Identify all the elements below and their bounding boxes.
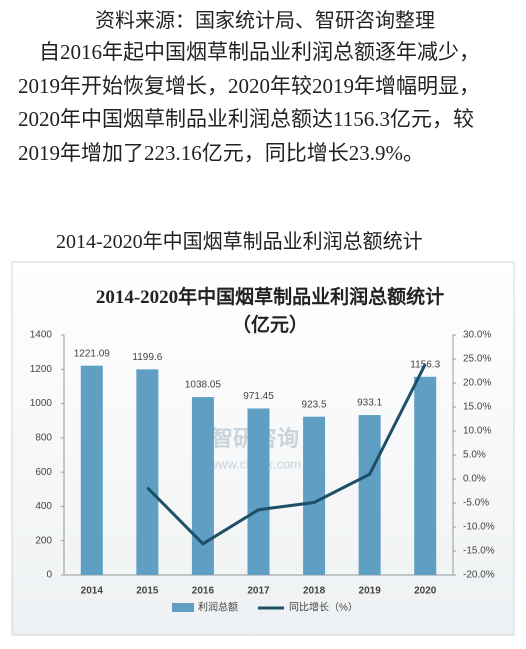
x-tick-label: 2020 [414, 586, 437, 597]
data-label: 923.5 [302, 399, 327, 410]
x-tick-label: 2016 [192, 586, 215, 597]
x-tick-label: 2018 [303, 586, 326, 597]
y-tick-label: 1400 [30, 330, 53, 341]
y2-tick-label: -20.0% [463, 570, 495, 581]
x-tick-label: 2015 [136, 586, 159, 597]
bar [303, 416, 326, 575]
data-label: 1199.6 [132, 352, 162, 363]
caption: 2014-2020年中国烟草制品业利润总额统计 [56, 231, 423, 253]
y2-tick-label: 0.0% [463, 474, 486, 485]
bar [136, 369, 159, 575]
y-tick-label: 1200 [30, 364, 53, 375]
y2-tick-label: -10.0% [463, 522, 495, 533]
bar [247, 408, 270, 575]
y2-tick-label: 10.0% [463, 426, 491, 437]
x-tick-label: 2019 [359, 586, 382, 597]
x-tick-label: 2017 [247, 586, 270, 597]
y2-tick-label: -15.0% [463, 546, 495, 557]
data-label: 1038.05 [185, 380, 222, 391]
paragraph: 自2016年起中国烟草制品业利润总额逐年减少，2019年开始恢复增长，2020年… [18, 40, 480, 165]
y-tick-label: 600 [35, 467, 52, 478]
legend-label: 利润总额 [198, 601, 238, 614]
source-note: 资料来源：国家统计局、智研咨询整理 [95, 10, 435, 32]
y-tick-label: 400 [35, 501, 52, 512]
line [146, 363, 427, 546]
y2-tick-label: 15.0% [463, 402, 491, 413]
y-tick-label: 1000 [30, 398, 53, 409]
y-tick-label: 200 [35, 535, 52, 546]
y2-tick-label: 25.0% [463, 354, 491, 365]
legend-swatch [172, 603, 194, 612]
y2-tick-label: -5.0% [463, 498, 489, 509]
data-label: 971.45 [243, 391, 274, 402]
y-tick-label: 0 [46, 570, 52, 581]
data-label: 1221.09 [74, 348, 111, 359]
data-label: 933.1 [357, 398, 382, 409]
bar [191, 397, 214, 575]
y2-tick-label: 30.0% [463, 330, 491, 341]
y-tick-label: 800 [35, 432, 52, 443]
legend-label: 同比增长（%） [289, 601, 358, 614]
bar [358, 415, 381, 575]
y2-tick-label: 20.0% [463, 378, 491, 389]
bar [80, 365, 103, 575]
y2-tick-label: 5.0% [463, 450, 486, 461]
bar [414, 376, 437, 575]
chart-title: 2014-2020年中国烟草制品业利润总额统计（亿元） [95, 287, 445, 336]
x-tick-label: 2014 [81, 586, 104, 597]
